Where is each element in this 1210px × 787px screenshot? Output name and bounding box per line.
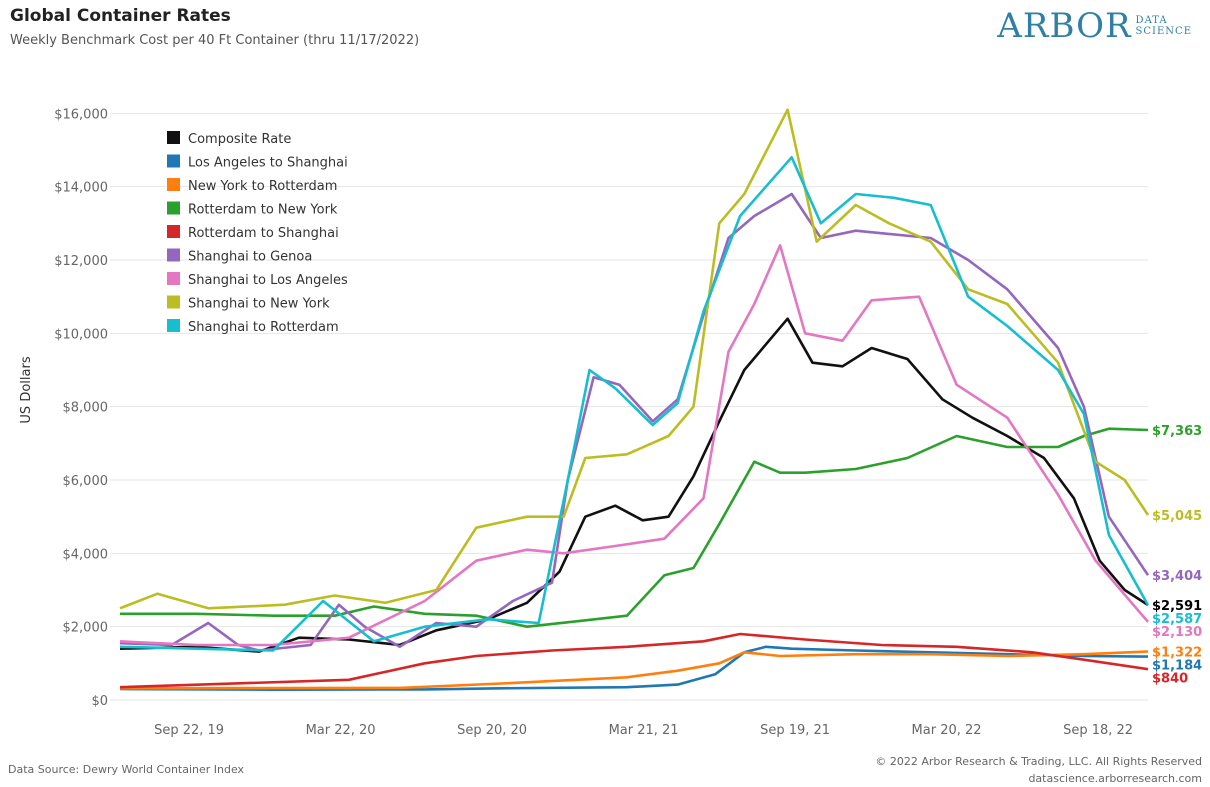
legend-entry: Rotterdam to Shanghai — [188, 226, 339, 241]
legend-entry: New York to Rotterdam — [188, 179, 337, 194]
end-label-rotterdam-to-new-york: $7,363 — [1152, 424, 1202, 439]
y-axis-label: US Dollars — [19, 356, 34, 423]
legend-swatch — [167, 225, 180, 238]
end-label-composite-rate: $2,591 — [1152, 599, 1202, 614]
y-tick-label: $12,000 — [54, 254, 108, 269]
y-tick-label: $10,000 — [54, 327, 108, 342]
y-axis-ticks: $0 $2,000 $4,000 $6,000 $8,000 $10,000 $12,000… — [54, 107, 108, 709]
x-tick-label: Mar 21, 21 — [609, 723, 679, 738]
end-label-rotterdam-to-shanghai: $840 — [1152, 672, 1188, 687]
x-axis-ticks: Sep 22, 19 Mar 22, 20 Sep 20, 20 Mar 21, 21… — [154, 723, 1133, 738]
copyright-text: © 2022 Arbor Research & Trading, LLC. Al… — [875, 755, 1202, 768]
y-tick-label: $6,000 — [63, 474, 109, 489]
legend-swatch — [167, 295, 180, 309]
legend-swatch — [167, 272, 180, 285]
series-line-rotterdam-to-shanghai — [119, 632, 1149, 689]
series-lines — [119, 108, 1150, 692]
series-line-new-york-to-rotterdam — [119, 650, 1149, 690]
legend-entry: Los Angeles to Shanghai — [188, 156, 348, 171]
series-line-shanghai-to-rotterdam — [119, 156, 1150, 652]
chart-subtitle: Weekly Benchmark Cost per 40 Ft Containe… — [10, 33, 420, 48]
logo-sub-line2: SCIENCE — [1135, 26, 1192, 37]
chart-title: Global Container Rates — [10, 6, 231, 26]
legend-swatch — [167, 154, 180, 168]
series-line-composite-rate — [119, 317, 1149, 653]
y-tick-label: $8,000 — [63, 401, 109, 416]
legend-entry: Shanghai to Los Angeles — [188, 273, 348, 288]
legend-entry: Shanghai to Genoa — [188, 250, 312, 265]
x-tick-label: Sep 18, 22 — [1063, 723, 1133, 738]
legend-entry: Rotterdam to New York — [188, 203, 338, 218]
series-line-shanghai-to-new-york — [119, 108, 1150, 610]
legend-swatch — [167, 201, 180, 215]
x-tick-label: Sep 22, 19 — [154, 723, 224, 738]
copyright-block: © 2022 Arbor Research & Trading, LLC. Al… — [875, 753, 1202, 787]
x-tick-label: Sep 20, 20 — [457, 723, 527, 738]
legend-swatch — [167, 248, 180, 262]
end-label-shanghai-to-rotterdam: $2,587 — [1152, 612, 1202, 627]
legend-swatch — [167, 178, 180, 191]
legend-entry: Composite Rate — [188, 132, 291, 147]
series-line-shanghai-to-genoa — [119, 192, 1150, 652]
legend-swatch — [167, 319, 180, 332]
series-line-shanghai-to-los-angeles — [119, 244, 1149, 647]
legend: Composite Rate Los Angeles to Shanghai New… — [167, 131, 348, 335]
gridlines — [110, 112, 1148, 701]
y-tick-label: $0 — [91, 694, 108, 709]
logo-subtext: DATA SCIENCE — [1136, 15, 1192, 37]
x-tick-label: Mar 22, 20 — [306, 723, 376, 738]
x-tick-label: Mar 20, 22 — [912, 723, 982, 738]
y-tick-label: $2,000 — [63, 621, 109, 636]
end-label-shanghai-to-new-york: $5,045 — [1152, 509, 1202, 524]
logo-sub-line1: DATA — [1135, 15, 1168, 26]
series-line-rotterdam-to-new-york — [120, 427, 1149, 629]
x-tick-label: Sep 19, 21 — [760, 723, 830, 738]
website-url: datascience.arborresearch.com — [1028, 772, 1202, 785]
legend-entry: Shanghai to Rotterdam — [188, 320, 339, 335]
end-labels: $7,363 $5,045 $3,404 $2,591$2,587$2,130 $1,3… — [1152, 424, 1202, 687]
logo-wordmark: ARBOR — [997, 6, 1132, 46]
legend-entry: Shanghai to New York — [188, 297, 330, 312]
end-label-shanghai-to-los-angeles: $2,130 — [1152, 625, 1202, 640]
y-tick-label: $4,000 — [63, 547, 109, 562]
data-source: Data Source: Dewry World Container Index — [8, 763, 245, 776]
y-tick-label: $14,000 — [54, 181, 108, 196]
end-label-los-angeles-to-shanghai: $1,184 — [1152, 659, 1202, 674]
end-label-new-york-to-rotterdam: $1,322 — [1152, 646, 1202, 661]
y-tick-label: $16,000 — [54, 107, 108, 122]
legend-swatch — [167, 131, 180, 144]
arbor-logo: ARBOR DATA SCIENCE — [997, 6, 1192, 46]
end-label-shanghai-to-genoa: $3,404 — [1152, 569, 1202, 584]
